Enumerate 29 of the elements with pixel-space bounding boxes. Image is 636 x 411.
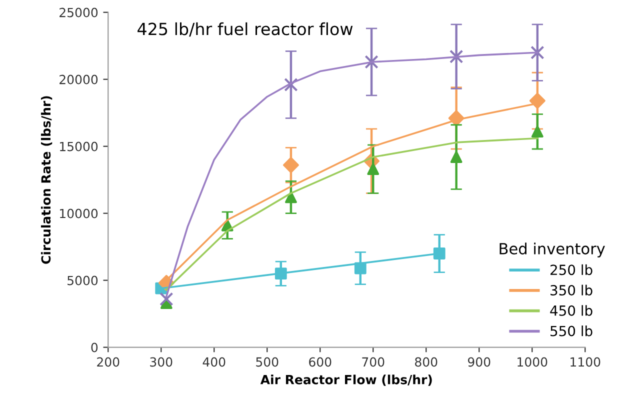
- text: 425 lb/hr fuel reactor flow: [138, 22, 353, 37]
- legend-label: 550 lb: [550, 326, 592, 336]
- y-tick-label: 15000: [60, 142, 98, 152]
- x-tick-label: 1000: [518, 357, 548, 367]
- y-tick-label: 25000: [60, 8, 98, 18]
- x-tick-label: 800: [415, 357, 438, 367]
- x-tick-label: 700: [362, 357, 384, 367]
- x-tick-label: 600: [309, 357, 332, 367]
- x-tick-label: 900: [468, 357, 490, 367]
- y-tick-label: 10000: [60, 208, 98, 218]
- y-tick-label: 0: [91, 342, 98, 352]
- point: [530, 46, 544, 60]
- x-tick-label: 400: [202, 357, 226, 367]
- y-tick-label: 5000: [68, 276, 98, 286]
- x-tick-label: 1100: [570, 357, 600, 367]
- y-axis-title: Circulation Rate (lbs/hr): [40, 96, 52, 264]
- point: [364, 55, 378, 69]
- x-axis-title: Air Reactor Flow (lbs/hr): [260, 374, 432, 386]
- legend-label: 450 lb: [550, 305, 592, 316]
- legend-title: Bed inventory: [500, 242, 605, 258]
- x-tick-label: 300: [150, 357, 172, 367]
- point: [449, 50, 464, 64]
- legend-label: 350 lb: [550, 284, 592, 296]
- y-tick-label: 20000: [60, 74, 98, 84]
- point: [160, 292, 174, 306]
- legend-label: 250 lb: [550, 264, 592, 276]
- point: [284, 78, 298, 92]
- x-tick-label: 200: [97, 357, 120, 367]
- x-tick-label: 500: [256, 357, 278, 367]
